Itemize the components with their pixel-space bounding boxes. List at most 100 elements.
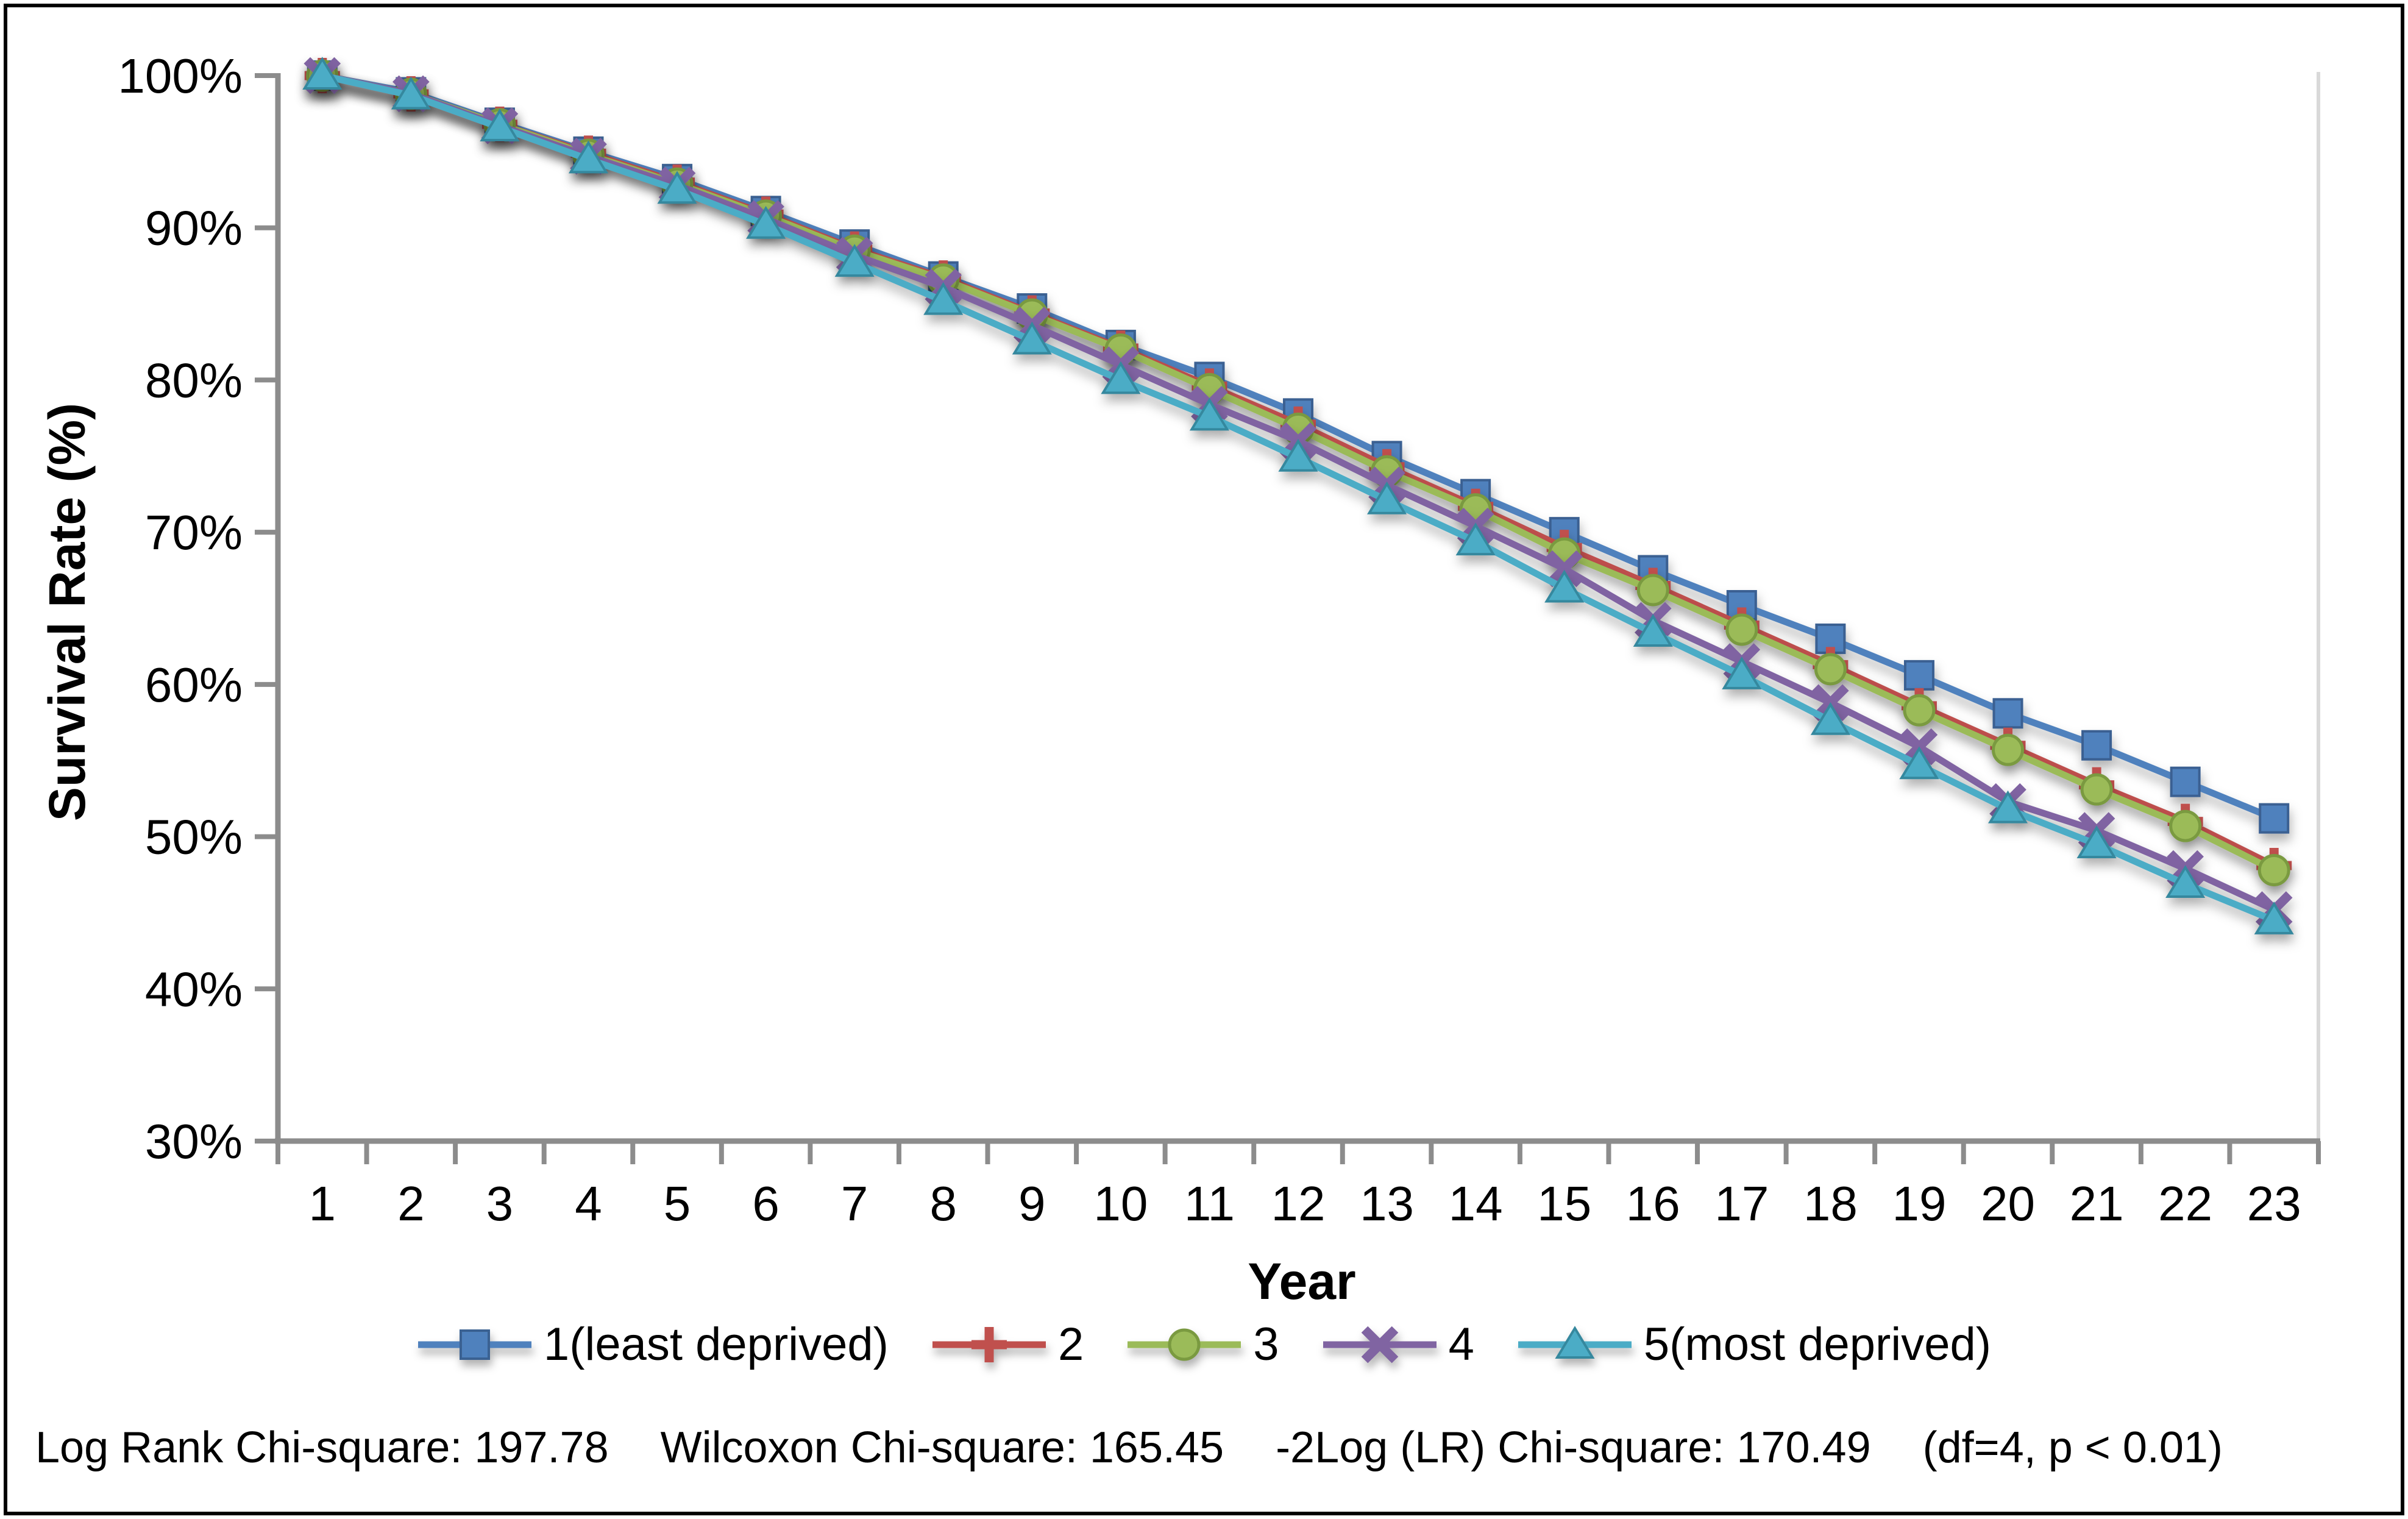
axes: 100%90%80%70%60%50%40%30%1 2 3 4 5 6 7 8 9 10 11 12… — [118, 49, 2321, 1231]
stat-df-p: (df=4, p < 0.01) — [1922, 1423, 2223, 1472]
legend-label: 1(least deprived) — [543, 1318, 889, 1370]
square-legend-marker-icon — [417, 1329, 531, 1360]
square-marker — [2170, 766, 2201, 797]
circle-marker — [1903, 694, 1936, 727]
triangle-marker — [1189, 397, 1229, 431]
triangle-marker — [746, 205, 786, 239]
triangle-marker — [1633, 614, 1673, 647]
series-line — [321, 72, 2276, 913]
x-tick-label: 2 — [397, 1176, 425, 1231]
legend-label: 3 — [1253, 1318, 1279, 1370]
series-line — [321, 72, 2276, 873]
triangle-marker — [2076, 825, 2117, 859]
x-tick-label: 8 — [929, 1176, 957, 1231]
legend-label: 5(most deprived) — [1643, 1318, 1992, 1370]
stats-row: Log Rank Chi-square: 197.78 Wilcoxon Chi… — [35, 1423, 2388, 1473]
x-tick-label: 13 — [1360, 1176, 1414, 1231]
circle-marker — [2169, 809, 2202, 842]
x-axis-title: Year — [1248, 1253, 1356, 1310]
triangle-marker — [391, 76, 431, 110]
triangle-marker — [657, 171, 697, 204]
y-tick-label: 40% — [145, 962, 243, 1016]
triangle-marker — [1367, 481, 1407, 514]
triangle-marker — [2165, 865, 2206, 898]
circle-marker — [1814, 653, 1847, 686]
x-tick-label: 22 — [2158, 1176, 2212, 1231]
x-tick-label: 19 — [1892, 1176, 1946, 1231]
triangle-marker — [834, 244, 875, 277]
triangle-marker — [1722, 656, 1762, 689]
x-tick-label: 18 — [1803, 1176, 1858, 1231]
x-tick-label: 9 — [1018, 1176, 1046, 1231]
triangle-marker — [480, 108, 520, 141]
x-tick-label: 21 — [2070, 1176, 2124, 1231]
x-tick-label: 4 — [575, 1176, 602, 1231]
x-tick-label: 7 — [841, 1176, 868, 1231]
triangle-marker — [1012, 321, 1052, 355]
y-axis-title: Survival Rate (%) — [38, 402, 96, 822]
triangle-marker — [568, 140, 609, 174]
circle-legend-marker-icon — [1128, 1328, 1241, 1361]
triangle-marker — [1278, 438, 1318, 472]
triangle-marker — [1101, 361, 1141, 394]
legend-label: 2 — [1058, 1318, 1084, 1370]
x-tick-label: 3 — [486, 1176, 514, 1231]
x-tick-label: 5 — [664, 1176, 691, 1231]
legend-item-1: 1(least deprived) — [417, 1318, 889, 1371]
triangle-legend-marker-icon — [1518, 1325, 1632, 1359]
plus-legend-marker-icon — [932, 1326, 1046, 1362]
chart-figure: 100% 90% 80% 70% 60% 50% 40% 30% 1 2 3 4 5 6 7 8 9 10 11 12… — [4, 4, 2404, 1515]
series-line — [321, 72, 2276, 924]
triangle-marker — [1899, 746, 1939, 780]
legend-item-5: 5(most deprived) — [1517, 1318, 1991, 1371]
x-tick-label: 1 — [309, 1176, 336, 1231]
circle-marker — [1636, 574, 1669, 607]
square-marker — [2259, 803, 2290, 834]
x-tick-label: 14 — [1449, 1176, 1503, 1231]
x-tick-label: 17 — [1714, 1176, 1769, 1231]
legend-label: 4 — [1448, 1318, 1474, 1370]
x-tick-label: 11 — [1184, 1176, 1235, 1231]
y-tick-label: 70% — [145, 505, 243, 560]
x-tick-label: 23 — [2247, 1176, 2301, 1231]
triangle-marker — [1987, 790, 2028, 824]
triangle-marker — [1810, 702, 1850, 735]
circle-marker — [1992, 733, 2025, 766]
x-tick-label: 12 — [1271, 1176, 1326, 1231]
triangle-marker — [1544, 569, 1585, 603]
y-tick-label: 60% — [145, 658, 243, 712]
legend-item-3: 3 — [1126, 1318, 1279, 1371]
y-tick-label: 80% — [145, 353, 243, 407]
series-3 — [306, 59, 2290, 887]
triangle-marker — [2254, 902, 2294, 934]
x-tick-label: 6 — [752, 1176, 780, 1231]
y-tick-label: 100% — [118, 49, 243, 103]
x-tick-label: 10 — [1093, 1176, 1148, 1231]
triangle-marker — [302, 57, 343, 90]
y-tick-label: 90% — [145, 201, 243, 255]
legend-item-4: 4 — [1322, 1318, 1474, 1371]
y-tick-label: 50% — [145, 810, 243, 864]
circle-marker — [2257, 854, 2290, 887]
x-tick-label: 20 — [1981, 1176, 2035, 1231]
circle-marker — [2080, 773, 2113, 806]
stat-wilcoxon: Wilcoxon Chi-square: 165.45 — [660, 1423, 1224, 1472]
stat-log-rank: Log Rank Chi-square: 197.78 — [35, 1423, 609, 1472]
stat-neg2log: -2Log (LR) Chi-square: 170.49 — [1276, 1423, 1871, 1472]
circle-marker — [1725, 613, 1758, 646]
x-tick-label: 16 — [1626, 1176, 1680, 1231]
survival-chart-plot: 100%90%80%70%60%50%40%30%1 2 3 4 5 6 7 8 9 10 11 12… — [118, 49, 2321, 1231]
series-5(most deprived) — [302, 57, 2294, 934]
y-tick-label: 30% — [145, 1114, 243, 1169]
triangle-marker — [1455, 522, 1496, 556]
series-4 — [304, 57, 2293, 928]
triangle-marker — [923, 282, 964, 315]
square-marker — [2081, 730, 2112, 761]
legend-item-2: 2 — [931, 1318, 1084, 1371]
x-legend-marker-icon — [1323, 1326, 1437, 1363]
square-marker — [1903, 660, 1934, 691]
legend: 1(least deprived) 2 3 4 5(most deprived) — [7, 1318, 2401, 1371]
square-marker — [1992, 698, 2023, 729]
x-marker — [1546, 550, 1583, 588]
x-tick-label: 15 — [1537, 1176, 1591, 1231]
